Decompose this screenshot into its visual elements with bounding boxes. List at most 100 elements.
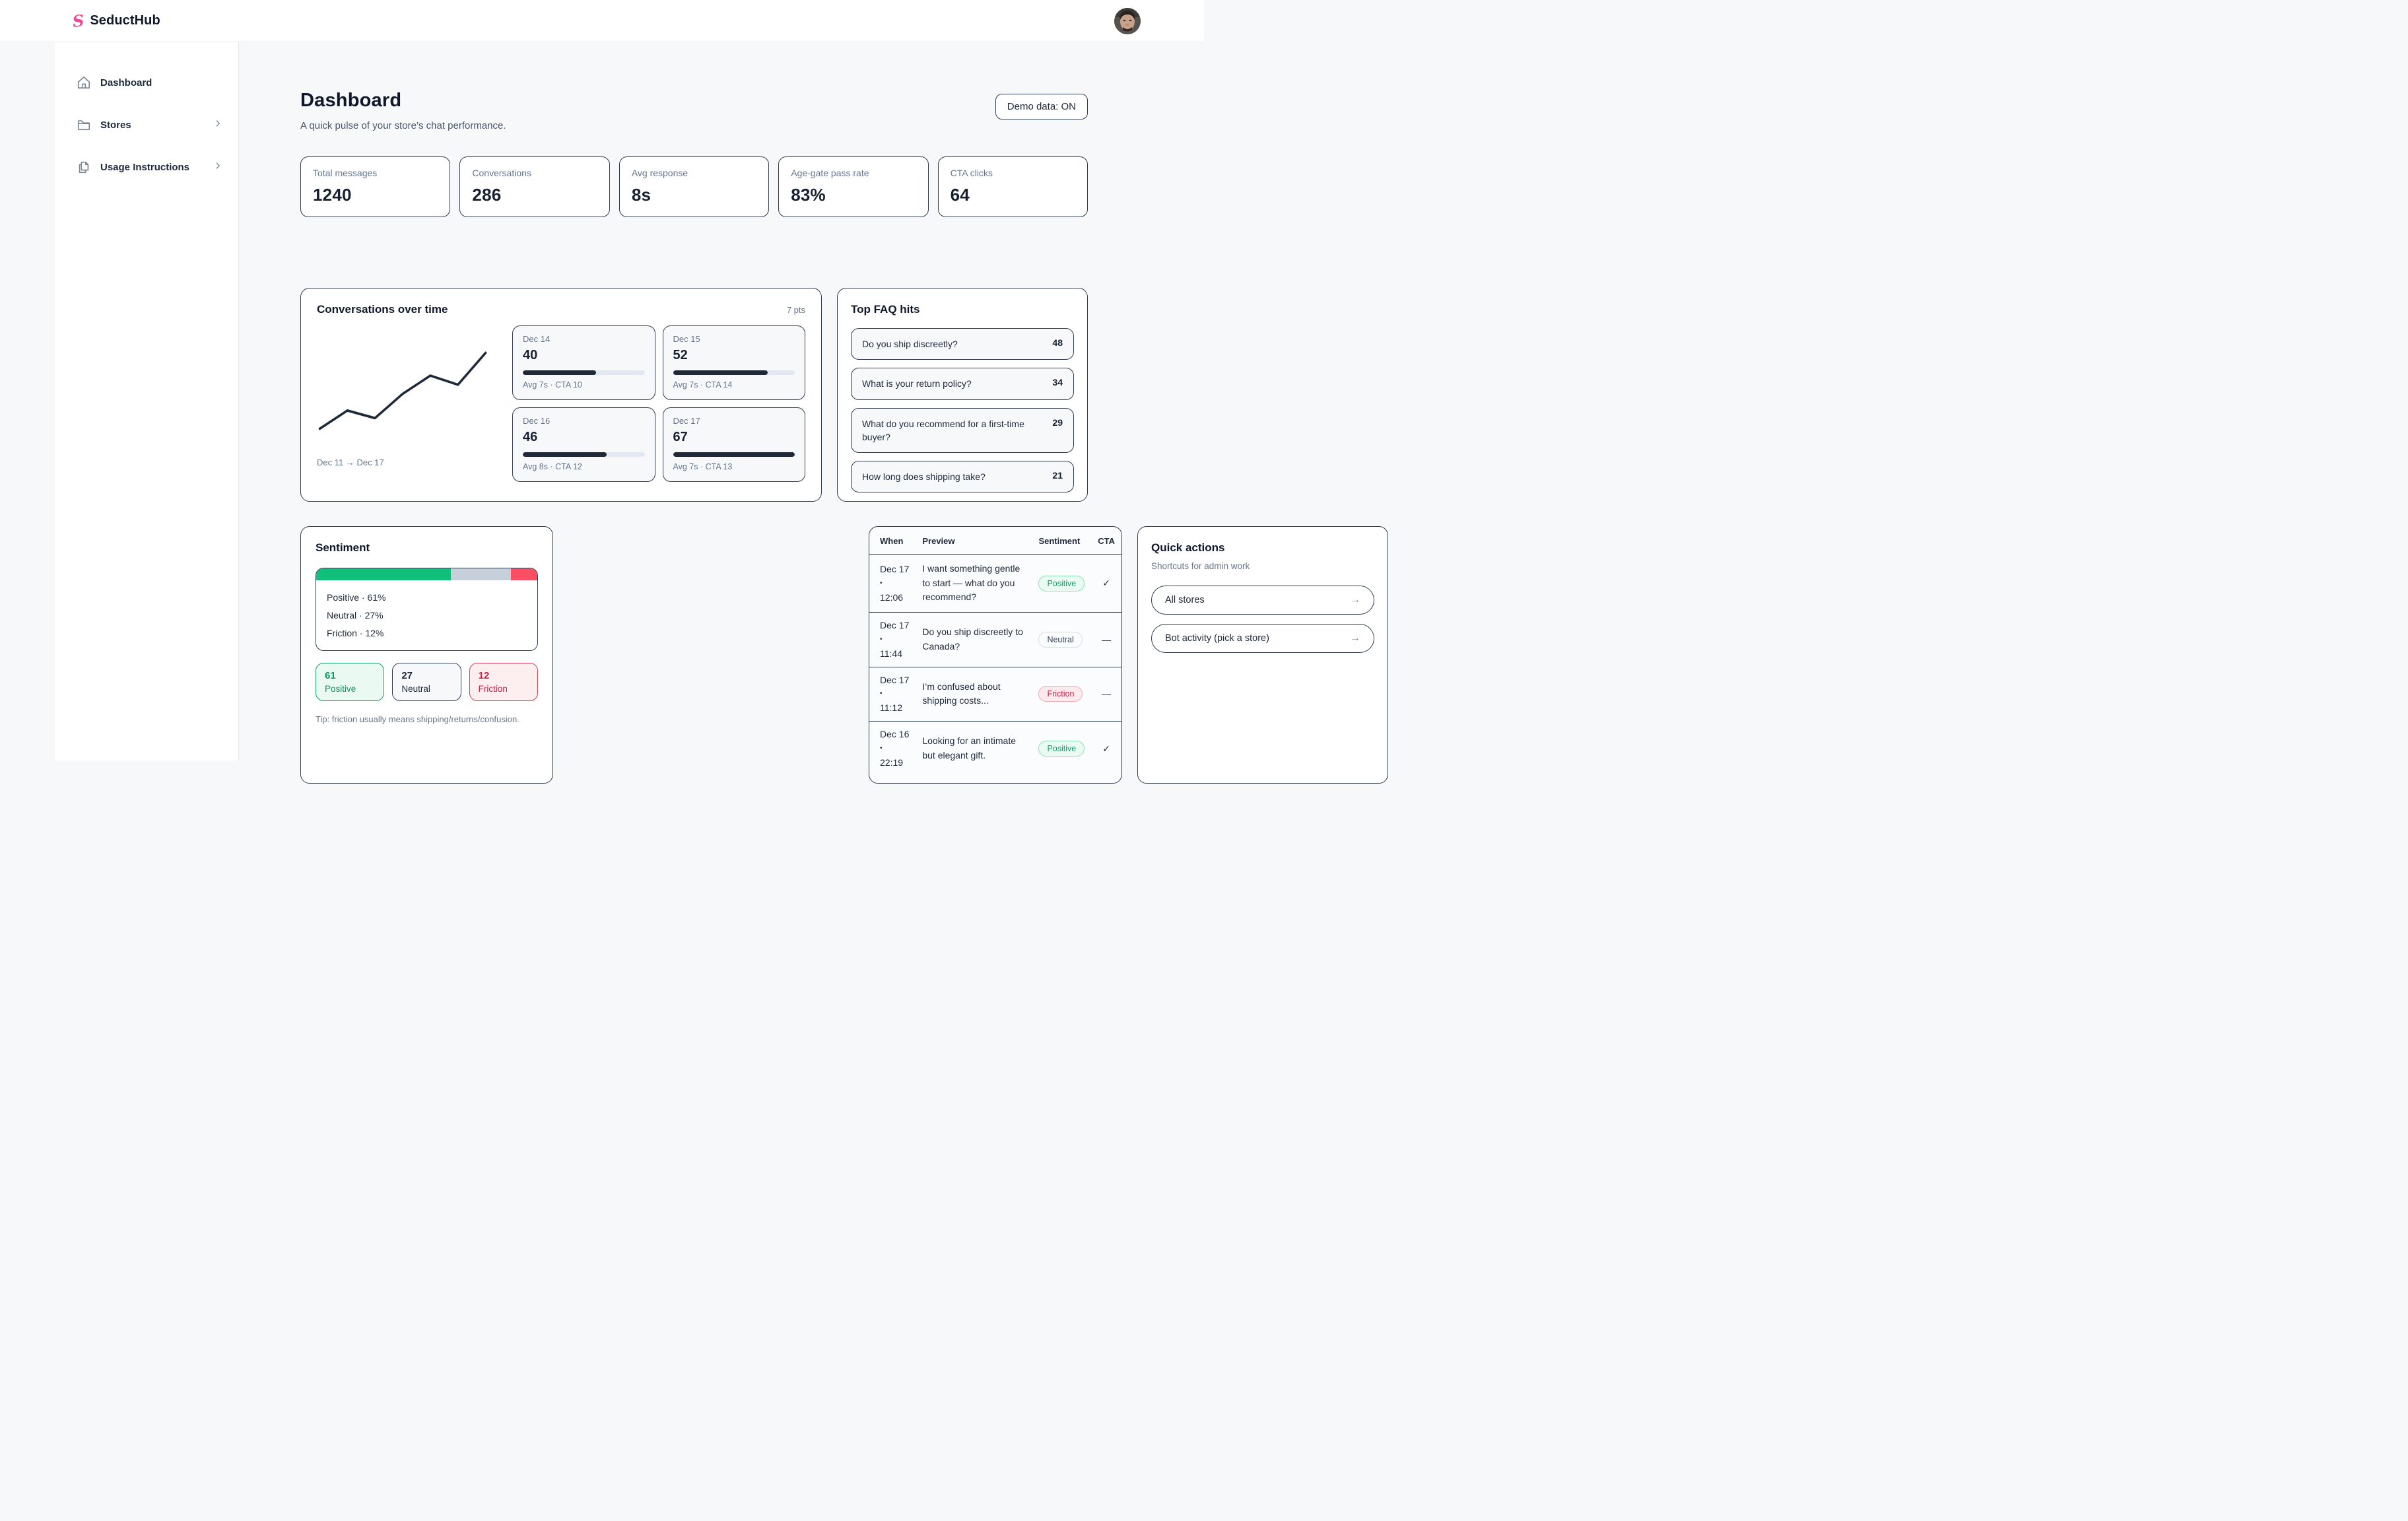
day-value: 67 bbox=[673, 430, 688, 444]
faq-count: 34 bbox=[1052, 377, 1063, 388]
home-icon bbox=[77, 76, 90, 89]
day-cards-grid: Dec 14 40 Avg 7s · CTA 10 Dec 15 52 Avg … bbox=[512, 325, 805, 482]
sidebar-item-usage-instructions[interactable]: Usage Instructions bbox=[55, 153, 238, 181]
stat-label: Age-gate pass rate bbox=[791, 168, 869, 178]
sentiment-badge: Positive bbox=[1038, 741, 1085, 757]
page-subtitle: A quick pulse of your store’s chat perfo… bbox=[300, 120, 506, 131]
day-date: Dec 16 bbox=[523, 416, 551, 426]
brand-s-icon: S bbox=[71, 10, 85, 31]
sentiment-cell: Friction bbox=[1032, 667, 1092, 722]
day-progress-fill bbox=[673, 370, 768, 375]
table-row[interactable]: Dec 17 • 12:06 I want something gentle to … bbox=[869, 554, 1121, 613]
chevron-right-icon bbox=[213, 161, 222, 174]
when-cell: Dec 17 • 11:44 bbox=[869, 612, 916, 667]
day-card-dec-16[interactable]: Dec 16 46 Avg 8s · CTA 12 bbox=[512, 407, 655, 482]
pages-icon bbox=[79, 161, 89, 174]
day-progress-fill bbox=[523, 370, 596, 375]
sentiment-line-friction: Friction · 12% bbox=[327, 628, 384, 638]
cta-cell: ✓ bbox=[1091, 554, 1121, 613]
sentiment-line-positive: Positive · 61% bbox=[327, 592, 386, 603]
day-progress-fill bbox=[523, 452, 607, 457]
cta-cell: — bbox=[1091, 667, 1121, 722]
sidebar-item-label: Stores bbox=[100, 119, 131, 131]
day-card-dec-17[interactable]: Dec 17 67 Avg 7s · CTA 13 bbox=[662, 407, 805, 482]
table-row[interactable]: Dec 17 • 11:44 Do you ship discreetly to C… bbox=[869, 612, 1121, 667]
quick-actions-subtitle: Shortcuts for admin work bbox=[1151, 561, 1250, 571]
day-date: Dec 15 bbox=[673, 334, 700, 344]
positive-chip: 61 Positive bbox=[316, 663, 385, 701]
sentiment-card: Sentiment Positive · 61% Neutral · 27% F… bbox=[300, 526, 553, 784]
stat-label: Avg response bbox=[631, 168, 688, 178]
sidebar-item-stores[interactable]: Stores bbox=[55, 111, 238, 139]
stat-value: 1240 bbox=[313, 185, 352, 205]
app-logo[interactable]: S SeductHub bbox=[71, 10, 160, 31]
neutral-chip: 27 Neutral bbox=[392, 663, 461, 701]
day-meta: Avg 7s · CTA 10 bbox=[523, 380, 582, 389]
day-progress-track bbox=[523, 452, 645, 457]
sidebar: Dashboard Stores Usage Instructions bbox=[55, 42, 239, 760]
stat-card-avg-response: Avg response 8s bbox=[619, 156, 770, 217]
sentiment-line-neutral: Neutral · 27% bbox=[327, 610, 384, 621]
all-stores-button[interactable]: All stores → bbox=[1151, 586, 1374, 615]
table-row[interactable]: Dec 16 • 22:19 Looking for an intimate but… bbox=[869, 722, 1121, 776]
faq-count: 21 bbox=[1052, 470, 1063, 481]
faq-item[interactable]: What do you recommend for a first-time b… bbox=[851, 407, 1074, 454]
app-name: SeductHub bbox=[90, 13, 160, 28]
folder-icon bbox=[77, 120, 90, 131]
friction-chip: 12 Friction bbox=[469, 663, 538, 701]
recent-conversations-card: When Preview Sentiment CTA Dec 17 • 12:06 … bbox=[869, 526, 1122, 784]
when-cell: Dec 17 • 12:06 bbox=[869, 554, 916, 613]
day-card-dec-15[interactable]: Dec 15 52 Avg 7s · CTA 14 bbox=[662, 325, 805, 400]
faq-question: How long does shipping take? bbox=[862, 471, 986, 483]
day-meta: Avg 7s · CTA 13 bbox=[673, 462, 733, 471]
faq-list: Do you ship discreetly? 48 What is your … bbox=[851, 328, 1074, 493]
bot-activity-button[interactable]: Bot activity (pick a store) → bbox=[1151, 624, 1374, 653]
stat-card-age-gate: Age-gate pass rate 83% bbox=[778, 156, 929, 217]
action-label: All stores bbox=[1165, 595, 1205, 605]
faq-item[interactable]: How long does shipping take? 21 bbox=[851, 461, 1074, 493]
day-date: Dec 14 bbox=[523, 334, 551, 344]
preview-cell: I want something gentle to start — what … bbox=[916, 554, 1032, 613]
day-meta: Avg 7s · CTA 14 bbox=[673, 380, 733, 389]
when-cell: Dec 16 • 22:19 bbox=[880, 729, 910, 768]
card-title: Conversations over time bbox=[317, 303, 448, 316]
day-progress-track bbox=[523, 370, 645, 375]
sentiment-tip: Tip: friction usually means shipping/ret… bbox=[316, 714, 519, 724]
friction-segment bbox=[510, 568, 537, 580]
topbar: S SeductHub bbox=[0, 0, 1204, 42]
recent-conversations-table: When Preview Sentiment CTA Dec 17 • 12:06 … bbox=[869, 527, 1121, 776]
positive-segment bbox=[316, 568, 452, 580]
user-avatar[interactable] bbox=[1114, 8, 1141, 34]
col-sentiment: Sentiment bbox=[1032, 527, 1092, 555]
day-value: 46 bbox=[523, 430, 538, 444]
sentiment-stacked-bar bbox=[316, 568, 537, 580]
table-row[interactable]: Dec 17 • 11:12 I’m confused about shipping… bbox=[869, 667, 1121, 722]
chip-value: 12 bbox=[478, 670, 490, 681]
chip-label: Neutral bbox=[401, 684, 430, 694]
date-range-label: Dec 11 → Dec 17 bbox=[317, 457, 384, 467]
faq-item[interactable]: Do you ship discreetly? 48 bbox=[851, 328, 1074, 360]
sentiment-badge: Positive bbox=[1038, 575, 1085, 592]
sidebar-item-label: Dashboard bbox=[100, 77, 152, 88]
faq-item[interactable]: What is your return policy? 34 bbox=[851, 368, 1074, 400]
preview-cell: Do you ship discreetly to Canada? bbox=[916, 612, 1032, 667]
sparkline-svg bbox=[318, 351, 487, 430]
avatar-photo-icon bbox=[1114, 8, 1141, 34]
day-card-dec-14[interactable]: Dec 14 40 Avg 7s · CTA 10 bbox=[512, 325, 655, 400]
chip-label: Friction bbox=[478, 684, 508, 694]
main-content: Dashboard A quick pulse of your store’s … bbox=[300, 42, 1388, 784]
table-header-row: When Preview Sentiment CTA bbox=[869, 527, 1121, 555]
faq-count: 29 bbox=[1052, 417, 1063, 428]
arrow-right-icon: → bbox=[1350, 632, 1360, 644]
page-title: Dashboard bbox=[300, 90, 402, 111]
chip-value: 27 bbox=[401, 670, 413, 681]
sidebar-item-dashboard[interactable]: Dashboard bbox=[55, 69, 238, 96]
day-progress-track bbox=[673, 370, 795, 375]
col-when: When bbox=[869, 527, 916, 555]
stat-value: 64 bbox=[950, 185, 970, 205]
faq-question: Do you ship discreetly? bbox=[862, 339, 958, 349]
day-value: 40 bbox=[523, 348, 538, 362]
demo-data-toggle-button[interactable]: Demo data: ON bbox=[995, 94, 1088, 119]
faq-question: What is your return policy? bbox=[862, 378, 972, 389]
card-title: Quick actions bbox=[1151, 541, 1225, 554]
